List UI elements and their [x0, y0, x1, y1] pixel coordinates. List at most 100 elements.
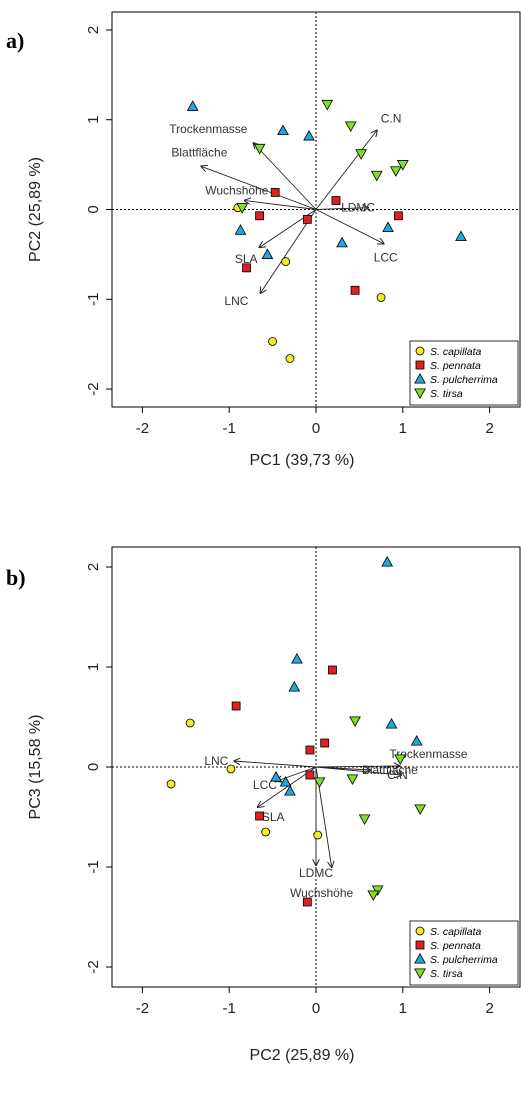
loading-label-trockenmasse: Trockenmasse	[389, 747, 468, 761]
point-s-pulcherrima	[291, 652, 303, 664]
point-s-pulcherrima	[288, 680, 301, 692]
x-tick-label: 0	[312, 420, 320, 437]
x-tick-label: -2	[136, 1000, 149, 1017]
x-tick-label: -2	[136, 420, 149, 437]
point-s-pulcherrima	[284, 784, 296, 796]
point-s-pulcherrima	[279, 775, 292, 787]
loading-label-trockenmasse: Trockenmasse	[169, 122, 248, 136]
point-s-tirsa	[370, 170, 383, 182]
point-s-pennata	[331, 196, 341, 205]
y-tick-label: 1	[85, 663, 102, 671]
loading-arrow-lcc	[277, 766, 317, 781]
point-s-capillata	[268, 337, 277, 346]
y-tick-label: 0	[85, 763, 102, 771]
point-s-pulcherrima	[455, 230, 467, 241]
legend-symbol-s-capillata	[415, 346, 425, 356]
loading-label-c-n: C.N	[387, 768, 408, 782]
legend-entry-s-pulcherrima: S. pulcherrima	[430, 954, 498, 966]
point-s-tirsa	[346, 774, 359, 786]
point-s-capillata	[281, 257, 291, 266]
point-s-capillata	[185, 718, 195, 728]
point-s-capillata	[285, 354, 295, 363]
legend-box	[409, 920, 519, 986]
point-s-pennata	[394, 211, 403, 221]
point-s-pulcherrima	[186, 100, 199, 111]
point-s-pulcherrima	[381, 555, 394, 567]
loading-label-blattfl-che: Blattfläche	[362, 763, 418, 777]
legend-symbol-s-pennata	[415, 940, 425, 950]
legend-entry-s-pennata: S. pennata	[430, 360, 481, 372]
point-s-pulcherrima	[336, 236, 348, 248]
x-axis-label: PC2 (25,89 %)	[250, 1047, 355, 1064]
legend-entry-s-pennata: S. pennata	[430, 940, 481, 952]
legend-entry-s-capillata: S. capillata	[430, 346, 482, 358]
point-s-pulcherrima	[261, 248, 274, 259]
legend-symbol-s-capillata	[415, 926, 425, 936]
point-s-pulcherrima	[410, 734, 423, 746]
y-tick-label: 1	[85, 116, 102, 124]
point-s-pennata	[231, 701, 241, 711]
loading-label-c-n: C.N	[381, 112, 402, 126]
loading-label-sla: SLA	[235, 252, 258, 266]
y-tick-label: 2	[85, 26, 102, 34]
point-s-pulcherrima	[385, 717, 398, 729]
point-s-pennata	[302, 214, 312, 224]
point-s-pulcherrima	[277, 124, 289, 136]
point-s-tirsa	[414, 804, 427, 816]
point-s-capillata	[261, 827, 271, 837]
point-s-capillata	[226, 764, 236, 774]
legend-symbol-s-tirsa	[414, 388, 426, 400]
loading-arrow-ldmc	[315, 208, 368, 210]
legend-entry-s-capillata: S. capillata	[430, 926, 482, 938]
point-s-pennata	[255, 211, 264, 221]
point-s-pennata	[350, 285, 360, 295]
point-s-pennata	[305, 770, 315, 780]
legend-entry-s-tirsa: S. tirsa	[430, 388, 463, 400]
point-s-tirsa	[349, 716, 361, 728]
legend-symbol-s-tirsa	[414, 968, 426, 980]
point-s-pennata	[305, 745, 315, 755]
loading-arrow-trockenmasse	[253, 143, 317, 210]
loading-label-ldmc: LDMC	[341, 201, 375, 215]
point-s-tirsa	[344, 121, 357, 133]
panel-a: a) -2 -1 0 1 2 -2 -1 0 1 2 PC1 (39,73 %) PC2 (25,89 …	[6, 11, 521, 469]
point-s-tirsa	[396, 160, 409, 171]
point-s-tirsa	[321, 99, 334, 111]
point-s-capillata	[313, 830, 323, 840]
loading-arrow-c-n	[315, 766, 401, 775]
x-tick-label: -1	[223, 1000, 236, 1017]
loading-arrow-blattfl-che	[201, 166, 317, 210]
point-s-tirsa	[358, 814, 371, 826]
x-tick-label: 1	[399, 420, 407, 437]
legend: S. capillata S. pennata S. pulcherrima S. t…	[409, 920, 519, 986]
loading-label-lnc: LNC	[204, 754, 228, 768]
loading-label-lnc: LNC	[224, 294, 248, 308]
y-tick-label: 2	[85, 563, 102, 571]
x-tick-label: -1	[223, 420, 236, 437]
panel-b: b) -2 -1 0 1 2 -2 -1 0 1 2 PC2 (25,89 %) PC3 (15,58 …	[6, 546, 521, 1064]
loading-label-wuchsh-he: Wuchshöhe	[290, 886, 353, 900]
legend-box	[409, 340, 519, 406]
point-s-capillata	[376, 293, 386, 302]
legend-symbol-s-pulcherrima	[414, 372, 426, 384]
loading-arrow-trockenmasse	[315, 766, 399, 767]
point-s-pulcherrima	[382, 221, 394, 233]
y-tick-label: -2	[85, 382, 102, 395]
point-s-capillata	[166, 779, 176, 789]
point-s-pulcherrima	[270, 770, 282, 782]
point-s-tirsa	[253, 143, 266, 155]
legend-symbol-s-pennata	[415, 360, 425, 370]
point-s-pennata	[328, 665, 337, 675]
y-axis-label: PC2 (25,89 %)	[27, 157, 44, 262]
x-axis-label: PC1 (39,73 %)	[250, 452, 355, 469]
panel-label: a)	[6, 28, 24, 53]
point-s-pennata	[302, 897, 312, 907]
point-s-pennata	[270, 188, 280, 197]
y-tick-label: -1	[85, 293, 102, 306]
loading-arrow-wuchsh-he	[245, 201, 317, 210]
point-s-pulcherrima	[234, 224, 247, 235]
legend-entry-s-pulcherrima: S. pulcherrima	[430, 374, 498, 386]
point-s-pennata	[255, 811, 264, 821]
y-tick-label: -1	[85, 860, 102, 873]
